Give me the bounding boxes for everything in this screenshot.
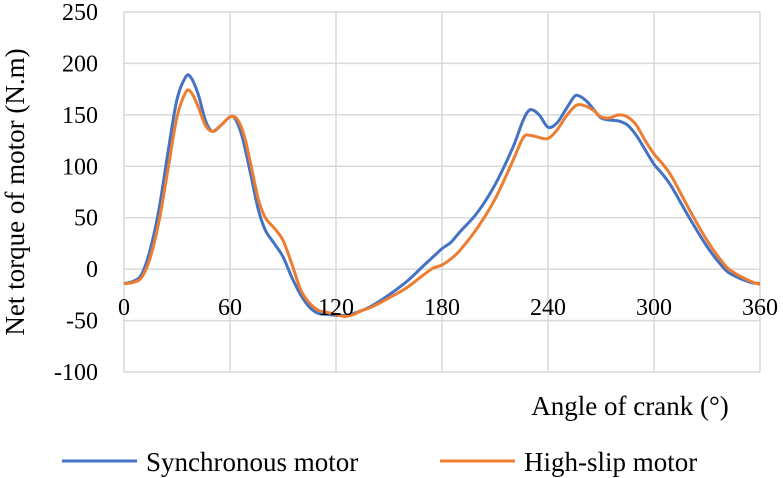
y-tick-label: 50 bbox=[74, 206, 98, 232]
chart-grid bbox=[123, 11, 761, 373]
x-tick-label: 0 bbox=[118, 295, 130, 321]
y-tick-label: -100 bbox=[54, 360, 98, 386]
x-tick-label: 300 bbox=[636, 295, 672, 321]
y-tick-label: 250 bbox=[62, 0, 98, 26]
y-tick-label: 100 bbox=[62, 154, 98, 180]
chart-legend: Synchronous motor High-slip motor bbox=[62, 447, 697, 477]
x-tick-label: 360 bbox=[742, 295, 778, 321]
legend-label-synchronous-motor: Synchronous motor bbox=[146, 447, 358, 477]
x-tick-label: 240 bbox=[530, 295, 566, 321]
y-tick-label: 150 bbox=[62, 103, 98, 129]
y-tick-label: -50 bbox=[66, 309, 98, 335]
x-tick-label: 180 bbox=[424, 295, 460, 321]
y-tick-label: 0 bbox=[86, 257, 98, 283]
x-axis-title: Angle of crank (°) bbox=[531, 391, 728, 421]
y-tick-label: 200 bbox=[62, 51, 98, 77]
x-tick-label: 120 bbox=[318, 295, 354, 321]
y-axis-title: Net torque of motor (N.m) bbox=[0, 48, 30, 335]
chart-series bbox=[123, 73, 761, 318]
x-tick-labels: 0 60 120 180 240 300 360 bbox=[118, 295, 778, 321]
legend-label-high-slip-motor: High-slip motor bbox=[524, 447, 697, 477]
y-tick-labels: -100 -50 0 50 100 150 200 250 bbox=[54, 0, 98, 386]
x-tick-label: 60 bbox=[218, 295, 242, 321]
series-line-high-slip-motor bbox=[123, 88, 761, 318]
